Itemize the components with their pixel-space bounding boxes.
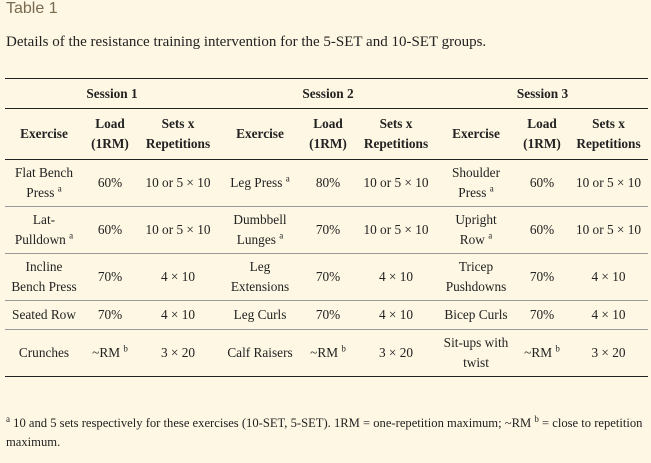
table-cell: 10 or 5 × 10	[145, 222, 211, 237]
table-footnote: a 10 and 5 sets respectively for these e…	[6, 414, 646, 452]
table-cell: 4 × 10	[378, 307, 414, 322]
footnote-marker: a	[489, 183, 494, 194]
table-cell: 70%	[529, 307, 555, 322]
table-cell: Bicep Curls	[444, 307, 508, 322]
footnote-marker: b	[555, 343, 560, 354]
table-cell: 60%	[529, 175, 555, 190]
table-cell: Shoulder Press a	[451, 165, 500, 200]
footnote-b-text: = close to repetition maximum.	[6, 416, 643, 449]
table-cell: ~RM b	[92, 343, 128, 360]
table-cell: 70%	[529, 269, 555, 284]
table-cell: 4 × 10	[378, 269, 414, 284]
column-header-row: Exercise Load (1RM) Sets x Repetitions Exe…	[5, 109, 648, 160]
col-load-header: Load (1RM)	[91, 116, 129, 151]
table-cell: 70%	[315, 269, 341, 284]
table-cell: Crunches	[18, 345, 70, 360]
table-cell: Incline Bench Press	[11, 259, 77, 294]
table-cell: 4 × 10	[591, 307, 626, 322]
session-2-header: Session 2	[219, 78, 437, 109]
table-cell: Lat-Pulldown a	[14, 212, 74, 247]
table-cell: 4 × 10	[160, 307, 196, 322]
table-cell: Calf Raisers	[227, 345, 293, 360]
table-cell: 60%	[529, 222, 555, 237]
footnote-a-text: 10 and 5 sets respectively for these exe…	[10, 416, 535, 430]
col-sets-header: Sets x Repetitions	[145, 116, 211, 151]
table-cell: Leg Curls	[233, 307, 287, 322]
table-cell: 70%	[97, 307, 123, 322]
col-load-header: Load (1RM)	[523, 116, 561, 151]
table-row: Incline Bench Press 70% 4 × 10 Leg Extensio…	[5, 254, 648, 301]
table-cell: 60%	[97, 175, 123, 190]
table-caption: Details of the resistance training inter…	[6, 34, 487, 50]
table-cell: 3 × 20	[591, 345, 626, 360]
footnote-marker: a	[488, 230, 493, 241]
table-cell: Tricep Pushdowns	[445, 259, 507, 294]
table-cell: Dumbbell Lunges a	[233, 212, 287, 247]
table-cell: 70%	[97, 269, 123, 284]
footnote-a-mark: a	[6, 413, 10, 424]
table-cell: 70%	[315, 222, 341, 237]
table-cell: Upright Row a	[455, 212, 497, 247]
footnote-marker: a	[285, 173, 290, 184]
table-cell: 80%	[315, 175, 341, 190]
col-sets-header: Sets x Repetitions	[363, 116, 429, 151]
table-cell: 10 or 5 × 10	[145, 175, 211, 190]
session-header-row: Session 1 Session 2 Session 3	[5, 78, 648, 109]
table-cell: Leg Press a	[230, 173, 290, 190]
table-cell: Leg Extensions	[230, 259, 290, 294]
table-row: Crunches ~RM b 3 × 20 Calf Raisers ~RM b 3 × …	[5, 330, 648, 377]
table-cell: 4 × 10	[160, 269, 196, 284]
session-1-header: Session 1	[5, 78, 219, 109]
table-cell: 10 or 5 × 10	[363, 222, 429, 237]
footnote-marker: a	[69, 230, 74, 241]
col-exercise-header: Exercise	[452, 126, 500, 141]
table-cell: Sit-ups with twist	[443, 335, 509, 370]
training-table: Session 1 Session 2 Session 3 Exercise L…	[5, 78, 648, 377]
table-cell: 4 × 10	[591, 269, 626, 284]
table-cell: 10 or 5 × 10	[575, 175, 642, 190]
col-load-header: Load (1RM)	[309, 116, 347, 151]
table-cell: 3 × 20	[378, 345, 414, 360]
table-row: Lat-Pulldown a 60% 10 or 5 × 10 Dumbbell Lu…	[5, 207, 648, 254]
footnote-marker: b	[123, 343, 128, 354]
footnote-marker: a	[57, 183, 62, 194]
col-exercise-header: Exercise	[236, 126, 284, 141]
table-cell: Seated Row	[12, 307, 76, 322]
table-cell: ~RM b	[310, 343, 346, 360]
table-body: Flat Bench Press a 60% 10 or 5 × 10 Leg Pre…	[5, 160, 648, 377]
footnote-marker: a	[279, 230, 284, 241]
table-title: Table 1	[6, 0, 58, 17]
table-cell: 10 or 5 × 10	[363, 175, 429, 190]
table-row: Seated Row 70% 4 × 10 Leg Curls 70% 4 × 10 Bic…	[5, 301, 648, 330]
table-cell: Flat Bench Press a	[15, 165, 73, 200]
table-cell: 60%	[97, 222, 123, 237]
table-cell: 3 × 20	[160, 345, 196, 360]
table-cell: 10 or 5 × 10	[575, 222, 642, 237]
table-row: Flat Bench Press a 60% 10 or 5 × 10 Leg Pre…	[5, 160, 648, 207]
session-3-header: Session 3	[437, 78, 648, 109]
footnote-b-mark: b	[534, 413, 539, 424]
col-exercise-header: Exercise	[20, 126, 68, 141]
footnote-marker: b	[341, 343, 346, 354]
col-sets-header: Sets x Repetitions	[576, 116, 641, 151]
table-cell: 70%	[315, 307, 341, 322]
table-cell: ~RM b	[524, 343, 560, 360]
